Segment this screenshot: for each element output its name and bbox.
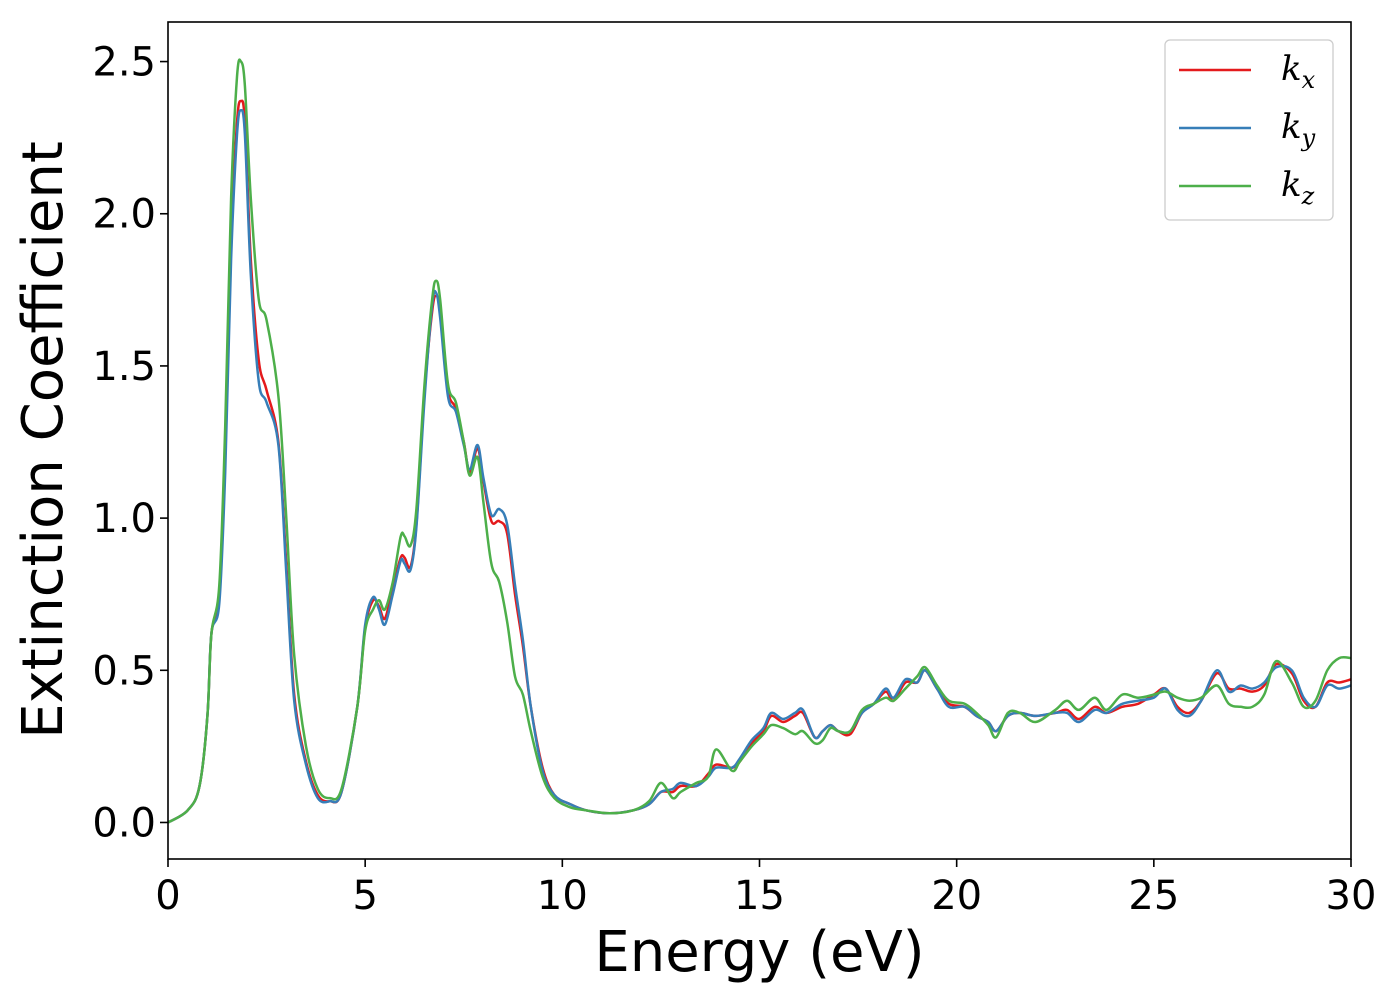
x-tick-label: 20 bbox=[931, 873, 982, 919]
y-tick-label: 2.5 bbox=[92, 40, 156, 86]
y-tick-label: 1.0 bbox=[92, 496, 156, 542]
x-tick-label: 25 bbox=[1128, 873, 1179, 919]
legend-box bbox=[1164, 39, 1334, 221]
series-line-kz bbox=[168, 58, 1351, 824]
y-tick-label: 0.5 bbox=[92, 648, 156, 694]
y-axis-title: Extinction Coefficient bbox=[11, 141, 76, 739]
x-tick-label: 10 bbox=[537, 873, 588, 919]
series-line-ky bbox=[168, 108, 1351, 824]
x-tick-label: 0 bbox=[155, 873, 180, 919]
x-tick-label: 5 bbox=[352, 873, 377, 919]
y-tick-label: 2.0 bbox=[92, 192, 156, 238]
y-tick-label: 0.0 bbox=[92, 800, 156, 846]
x-tick-label: 15 bbox=[734, 873, 785, 919]
y-axis: 0.0 0.5 1.0 1.5 2.0 2.5 bbox=[92, 40, 168, 846]
y-tick-label: 1.5 bbox=[92, 344, 156, 390]
x-tick-label: 30 bbox=[1326, 873, 1377, 919]
plot-area bbox=[168, 58, 1351, 824]
x-axis-title: Energy (eV) bbox=[594, 920, 924, 985]
x-axis: 0 5 10 15 20 25 30 bbox=[155, 859, 1376, 919]
